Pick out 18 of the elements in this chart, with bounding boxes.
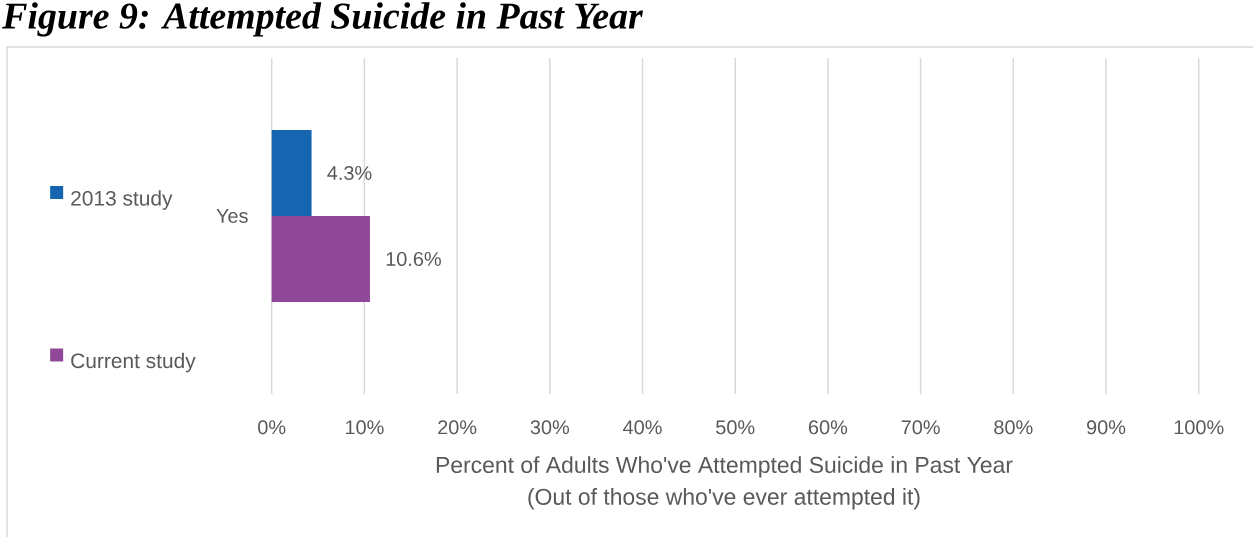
data-label: 4.3%	[327, 165, 372, 181]
x-tick-label: 80%	[994, 420, 1033, 435]
x-tick-label: 20%	[438, 420, 477, 435]
x-tick-label: 50%	[716, 420, 755, 435]
x-tick-label: 60%	[808, 420, 848, 435]
x-tick-label: 30%	[530, 420, 570, 435]
x-tick-label: 90%	[1087, 420, 1126, 435]
data-label: 10.6%	[386, 251, 441, 267]
x-tick-label: 40%	[623, 420, 662, 435]
x-tick-label: 0%	[258, 420, 286, 435]
x-axis-title: Percent of Adults Who've Attempted Suicide in Past Year (Out of those who've ever attempted it)	[436, 456, 1013, 510]
chart-title: Figure 9: Attempted Suicide in Past Year	[2, 2, 644, 37]
legend-label: Current study	[71, 352, 196, 373]
x-tick-label: 100%	[1174, 420, 1224, 435]
legend-label: 2013 study	[71, 190, 173, 210]
y-tick-label: Yes	[216, 209, 248, 223]
x-tick-label: 70%	[901, 420, 940, 435]
x-tick-label: 10%	[345, 420, 384, 435]
